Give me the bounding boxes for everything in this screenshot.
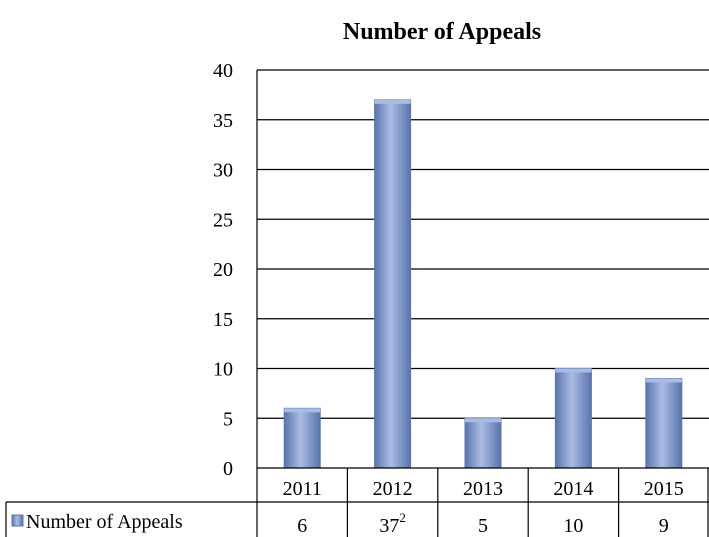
y-tick-label: 35	[213, 110, 233, 132]
data-table-value: 9	[659, 515, 669, 537]
data-table-value: 372	[379, 510, 406, 537]
data-table-value: 5	[478, 515, 488, 537]
bars	[283, 99, 683, 469]
x-category-label: 2014	[553, 478, 593, 500]
x-category-label: 2013	[463, 478, 503, 500]
y-tick-label: 0	[223, 458, 233, 480]
bar-top	[465, 418, 501, 423]
data-table: 2011 2012 2013 2014 2015 Number of Appeals 6 37…	[5, 467, 709, 537]
data-table-value: 6	[297, 515, 307, 537]
legend-swatch	[11, 514, 24, 527]
y-axis-ticks: 0 5 10 15 20 25 30 35 40	[213, 60, 233, 480]
data-table-value: 10	[563, 515, 583, 537]
bar-top	[645, 378, 682, 383]
bar-top	[555, 368, 592, 373]
bar	[283, 407, 321, 469]
x-category-label: 2015	[644, 478, 684, 500]
y-tick-label: 30	[213, 160, 233, 182]
x-category-label: 2011	[283, 478, 322, 500]
bar-top	[374, 99, 411, 104]
x-category-label: 2012	[373, 478, 413, 500]
bar-top	[284, 408, 321, 413]
y-tick-label: 40	[213, 60, 233, 82]
bar	[464, 417, 502, 469]
gridlines	[256, 69, 709, 468]
y-tick-label: 5	[223, 408, 233, 430]
y-tick-label: 15	[213, 309, 233, 331]
bar	[554, 368, 592, 469]
bar	[374, 99, 412, 469]
bar	[645, 377, 683, 469]
legend-label: Number of Appeals	[26, 511, 183, 533]
y-tick-label: 10	[213, 359, 233, 381]
chart-title: Number of Appeals	[343, 19, 541, 45]
y-tick-label: 20	[213, 259, 233, 281]
y-tick-label: 25	[213, 209, 233, 231]
